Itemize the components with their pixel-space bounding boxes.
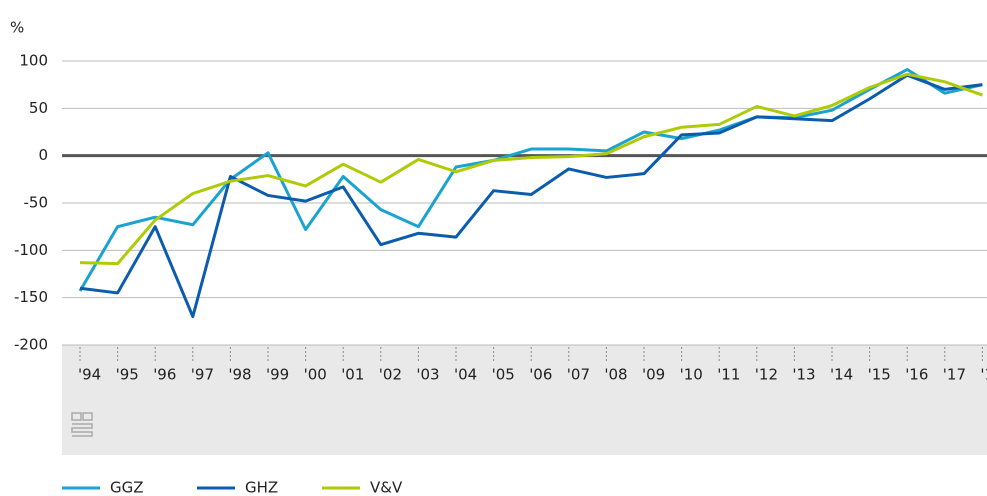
x-tick-label: '15	[868, 366, 891, 384]
x-tick-label: '10	[680, 366, 703, 384]
y-tick-label: 0	[38, 146, 48, 164]
x-tick-label: '16	[905, 366, 928, 384]
y-tick-label: -100	[14, 241, 48, 259]
x-tick-label: '96	[153, 366, 176, 384]
x-tick-label: '07	[567, 366, 590, 384]
series-line	[79, 73, 983, 319]
axis-band	[62, 345, 987, 455]
x-tick-label: '01	[341, 366, 364, 384]
x-tick-label: '99	[266, 366, 289, 384]
series-line	[78, 68, 983, 292]
x-tick-label: '95	[116, 366, 139, 384]
x-tick-label: '05	[492, 366, 515, 384]
y-axis-label: %	[10, 19, 24, 37]
x-tick-label: '17	[943, 366, 966, 384]
x-tick-label: '04	[454, 366, 477, 384]
legend-label: V&V	[370, 479, 403, 496]
x-tick-label: '09	[642, 366, 665, 384]
x-tick-label: '12	[755, 366, 778, 384]
x-tick-label: '03	[416, 366, 439, 384]
y-tick-label: -150	[14, 288, 48, 306]
x-tick-label: '94	[78, 366, 101, 384]
logo	[71, 412, 93, 437]
series-line	[79, 72, 983, 266]
y-tick-label: 100	[19, 52, 48, 70]
y-tick-label: 50	[29, 99, 48, 117]
x-tick-label: '13	[792, 366, 815, 384]
y-tick-label: -200	[14, 336, 48, 354]
x-tick-label: '14	[830, 366, 853, 384]
x-tick-label: '00	[304, 366, 327, 384]
x-tick-label: '11	[717, 366, 740, 384]
x-tick-label: '02	[379, 366, 402, 384]
x-tick-label: '08	[604, 366, 627, 384]
y-tick-label: -50	[24, 194, 49, 212]
x-tick-label: '97	[191, 366, 214, 384]
x-tick-label: '06	[529, 366, 552, 384]
legend-label: GGZ	[110, 479, 144, 496]
x-tick-label: '98	[228, 366, 251, 384]
x-tick-label: '18	[980, 366, 987, 384]
legend-label: GHZ	[245, 479, 278, 496]
